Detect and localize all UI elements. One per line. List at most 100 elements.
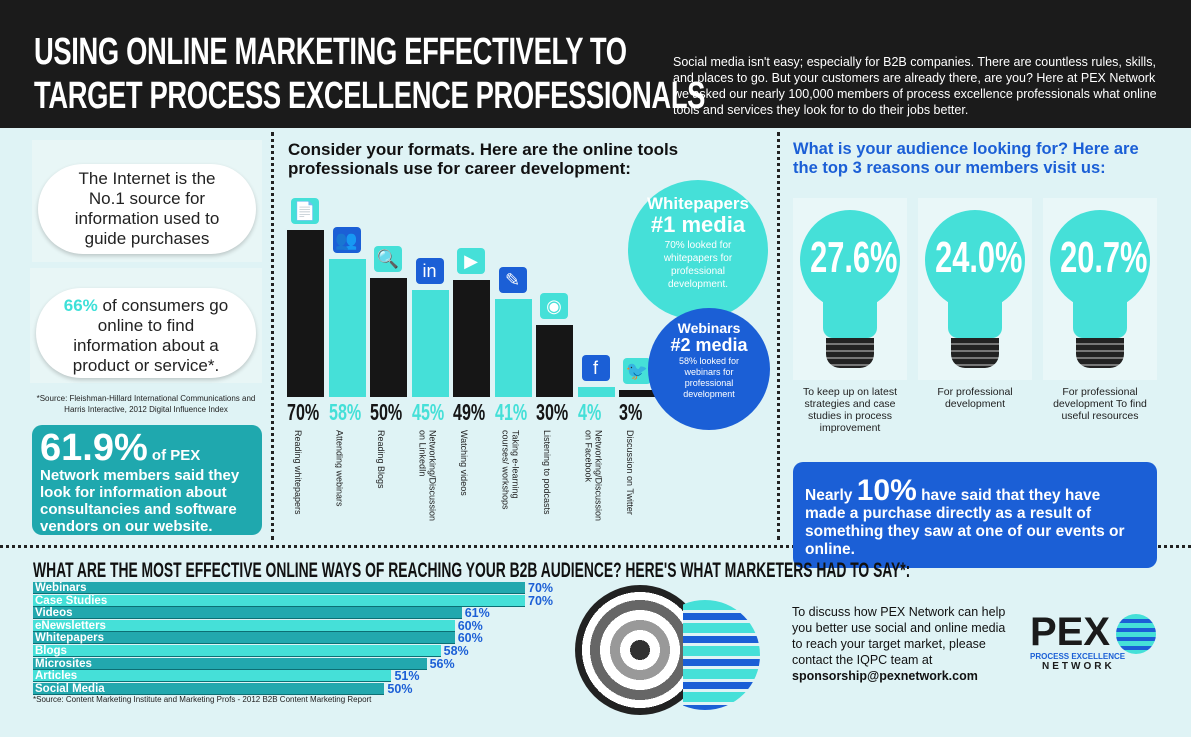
tools-category-label: Discussion on Twitter bbox=[625, 430, 635, 515]
tools-bar bbox=[536, 325, 573, 397]
tools-bar bbox=[619, 389, 656, 397]
header-banner bbox=[0, 0, 1191, 128]
lightbulb-neck bbox=[948, 293, 1002, 338]
tools-value-label: 4% bbox=[577, 399, 601, 425]
b2b-category-label: Microsites bbox=[35, 657, 92, 670]
b2b-bar bbox=[33, 582, 525, 594]
b2b-bar bbox=[33, 619, 455, 632]
tools-value-label: 3% bbox=[619, 399, 643, 425]
divider bbox=[271, 132, 274, 540]
bulb-caption: For professional development To find use… bbox=[1053, 386, 1147, 422]
tools-category-label: Taking e-learning courses/ workshops bbox=[500, 430, 521, 510]
pex-stat-box: 61.9% of PEX Network members said they lo… bbox=[32, 425, 262, 535]
tools-category-label: Reading whitepapers bbox=[293, 430, 303, 515]
tools-value-label: 49% bbox=[453, 399, 486, 425]
b2b-value-label: 56% bbox=[429, 656, 455, 671]
elearning-icon: ✎ bbox=[498, 267, 527, 294]
tools-value-label: 30% bbox=[536, 399, 569, 425]
webinar-icon: 👥 bbox=[332, 226, 361, 253]
tools-bar bbox=[453, 280, 490, 397]
podcast-icon: ◉ bbox=[540, 293, 568, 320]
facebook-icon: f bbox=[581, 355, 610, 382]
bulb-caption: For professional development bbox=[937, 386, 1013, 410]
tools-chart-title: Consider your formats. Here are the onli… bbox=[288, 140, 679, 178]
webinars-circle: Webinars #2 media 58% looked for webinar… bbox=[648, 308, 770, 430]
b2b-category-label: Whitepapers bbox=[35, 632, 105, 645]
b2b-value-label: 70% bbox=[528, 581, 554, 595]
b2b-bar bbox=[33, 670, 392, 683]
source-note: *Source: Fleishman-Hillard International… bbox=[36, 394, 256, 414]
magnifier-icon: 🔍 bbox=[374, 245, 402, 272]
tools-value-label: 41% bbox=[494, 399, 527, 425]
email-link[interactable]: sponsorship@pexnetwork.com bbox=[792, 669, 978, 683]
bulb-percentage: 24.0% bbox=[935, 233, 1023, 282]
b2b-category-label: Case Studies bbox=[35, 594, 108, 607]
bulb-percentage: 27.6% bbox=[810, 233, 898, 282]
b2b-value-label: 61% bbox=[464, 606, 490, 621]
b2b-category-label: Blogs bbox=[35, 645, 67, 657]
cloud-text-2: 66% of consumers go online to find infor… bbox=[36, 288, 256, 378]
lightbulb-base bbox=[1076, 338, 1124, 368]
tools-category-label: Listening to podcasts bbox=[542, 430, 552, 515]
tools-category-label: Watching videos bbox=[459, 430, 469, 496]
b2b-category-label: Webinars bbox=[35, 582, 87, 594]
divider bbox=[777, 132, 780, 540]
document-icon: 📄 bbox=[291, 198, 319, 224]
tools-category-label: Reading Blogs bbox=[376, 430, 386, 489]
tools-value-label: 58% bbox=[328, 399, 361, 425]
b2b-category-label: Videos bbox=[35, 607, 73, 620]
purchase-stat-box: Nearly 10% have said that they have made… bbox=[793, 462, 1157, 568]
b2b-value-label: 50% bbox=[387, 681, 413, 696]
b2b-value-label: 58% bbox=[443, 644, 469, 658]
b2b-value-label: 70% bbox=[528, 593, 554, 608]
linkedin-icon: in bbox=[415, 257, 444, 284]
lightbulb-base bbox=[951, 338, 999, 368]
b2b-bar bbox=[33, 607, 462, 620]
tools-value-label: 45% bbox=[411, 399, 444, 425]
audience-heading: What is your audience looking for? Here … bbox=[793, 140, 1139, 177]
tools-bar bbox=[411, 289, 449, 397]
tools-bar bbox=[370, 277, 407, 397]
b2b-bar bbox=[33, 682, 385, 695]
b2b-value-label: 60% bbox=[457, 618, 483, 633]
intro-text: Social media isn't easy; especially for … bbox=[673, 55, 1157, 117]
lightbulb-neck bbox=[1073, 293, 1127, 338]
page-title: USING ONLINE MARKETING EFFECTIVELY TO TAR… bbox=[34, 31, 706, 117]
bulb-caption: To keep up on latest strategies and case… bbox=[803, 386, 897, 434]
cloud-panel-2: 66% of consumers go online to find infor… bbox=[30, 268, 262, 383]
tools-category-label: Networking/Discussion on Facebook bbox=[583, 430, 604, 522]
globe-icon bbox=[1116, 614, 1156, 654]
b2b-category-label: Social Media bbox=[35, 682, 105, 695]
b2b-category-label: Articles bbox=[35, 670, 78, 683]
tools-value-label: 70% bbox=[287, 399, 320, 425]
b2b-source: *Source: Content Marketing Institute and… bbox=[33, 695, 372, 704]
tools-bar bbox=[494, 299, 532, 397]
b2b-value-label: 60% bbox=[457, 631, 483, 646]
tools-bar bbox=[287, 230, 324, 397]
whitepapers-circle: Whitepapers #1 media 70% looked for whit… bbox=[628, 180, 768, 320]
divider bbox=[0, 545, 1191, 548]
tools-category-label: Networking/Discussion on LinkedIn bbox=[417, 430, 438, 522]
cloud-text-1: The Internet is the No.1 source for info… bbox=[38, 164, 256, 254]
stat-66: 66% bbox=[63, 296, 98, 315]
lightbulb-neck bbox=[823, 293, 877, 338]
b2b-bar bbox=[33, 657, 427, 670]
play-icon: ▶ bbox=[457, 248, 485, 275]
twitter-icon: 🐦 bbox=[623, 357, 651, 384]
bulb-panel: 20.7% bbox=[1043, 198, 1157, 380]
b2b-bar bbox=[33, 594, 525, 607]
bulb-percentage: 20.7% bbox=[1060, 233, 1148, 282]
b2b-bar bbox=[33, 645, 441, 657]
b2b-category-label: eNewsletters bbox=[35, 619, 106, 632]
tools-value-label: 50% bbox=[370, 399, 403, 425]
bulb-panel: 24.0% bbox=[918, 198, 1032, 380]
b2b-bar bbox=[33, 632, 455, 645]
lightbulb-base bbox=[826, 338, 874, 368]
b2b-value-label: 51% bbox=[394, 669, 420, 684]
b2b-chart-title: WHAT ARE THE MOST EFFECTIVE ONLINE WAYS … bbox=[33, 559, 911, 582]
tools-bar bbox=[577, 387, 615, 397]
cloud-panel-1: The Internet is the No.1 source for info… bbox=[32, 140, 262, 262]
bulb-panel: 27.6% bbox=[793, 198, 907, 380]
pex-logo: PEX PROCESS EXCELLENCE NETWORK bbox=[1030, 612, 1160, 682]
contact-text: To discuss how PEX Network can help you … bbox=[792, 605, 1006, 683]
